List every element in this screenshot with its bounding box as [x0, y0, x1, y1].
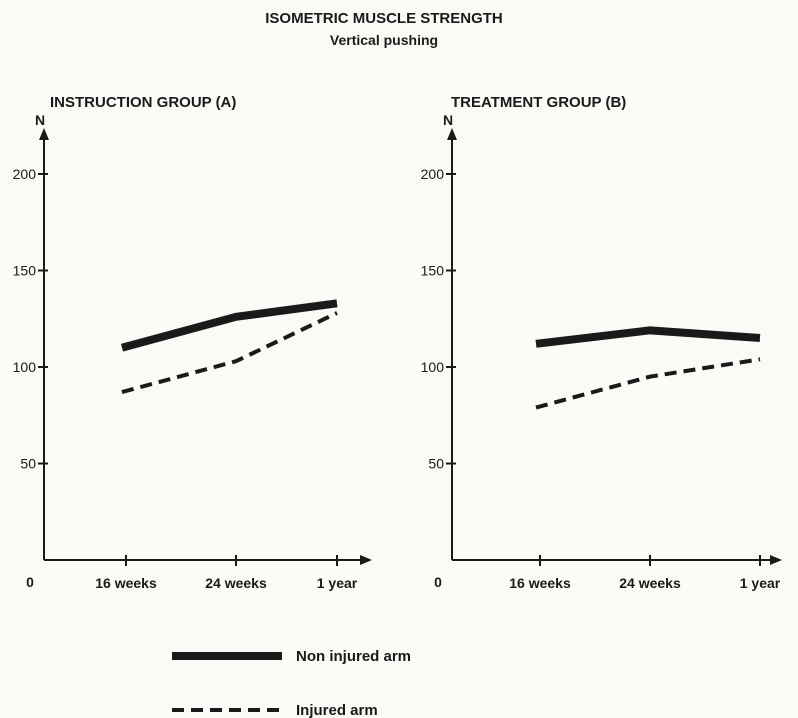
chart-panel-instruction: INSTRUCTION GROUP (A) N 0 50 100 150 200 16 wee…: [13, 94, 372, 591]
y-tick-label: 200: [421, 166, 445, 182]
legend: Non injured arm Injured arm: [172, 648, 411, 718]
panel-title: TREATMENT GROUP (B): [451, 94, 626, 111]
y-tick-label: 150: [421, 263, 445, 279]
figure-subtitle: Vertical pushing: [330, 32, 438, 48]
origin-label: 0: [434, 574, 442, 590]
y-tick-label: 150: [13, 263, 37, 279]
x-axis-arrow: [360, 555, 372, 565]
series-line-injured: [121, 311, 338, 395]
figure-title: ISOMETRIC MUSCLE STRENGTH: [265, 10, 503, 27]
y-tick-label: 50: [20, 456, 36, 472]
x-tick-label: 24 weeks: [205, 575, 267, 591]
x-tick-label: 1 year: [740, 575, 781, 591]
origin-label: 0: [26, 574, 34, 590]
y-axis-label: N: [35, 112, 45, 128]
y-axis-arrow: [447, 128, 457, 140]
series-line-non-injured: [535, 326, 761, 348]
panel-title: INSTRUCTION GROUP (A): [50, 94, 236, 111]
x-tick-label: 24 weeks: [619, 575, 681, 591]
series-line-non-injured: [120, 299, 338, 352]
x-tick-label: 16 weeks: [509, 575, 571, 591]
x-tick-label: 16 weeks: [95, 575, 157, 591]
y-tick-label: 100: [421, 359, 445, 375]
y-axis-arrow: [39, 128, 49, 140]
y-tick-label: 50: [428, 456, 444, 472]
x-tick-label: 1 year: [317, 575, 358, 591]
y-tick-label: 100: [13, 359, 37, 375]
y-axis-label: N: [443, 112, 453, 128]
legend-label-non-injured: Non injured arm: [296, 648, 411, 665]
legend-label-injured: Injured arm: [296, 702, 378, 718]
chart-panel-treatment: TREATMENT GROUP (B)N 0 50 100 150 200 16 weeks…: [421, 94, 782, 591]
series-line-injured: [535, 357, 761, 410]
x-axis-arrow: [770, 555, 782, 565]
y-tick-label: 200: [13, 166, 37, 182]
